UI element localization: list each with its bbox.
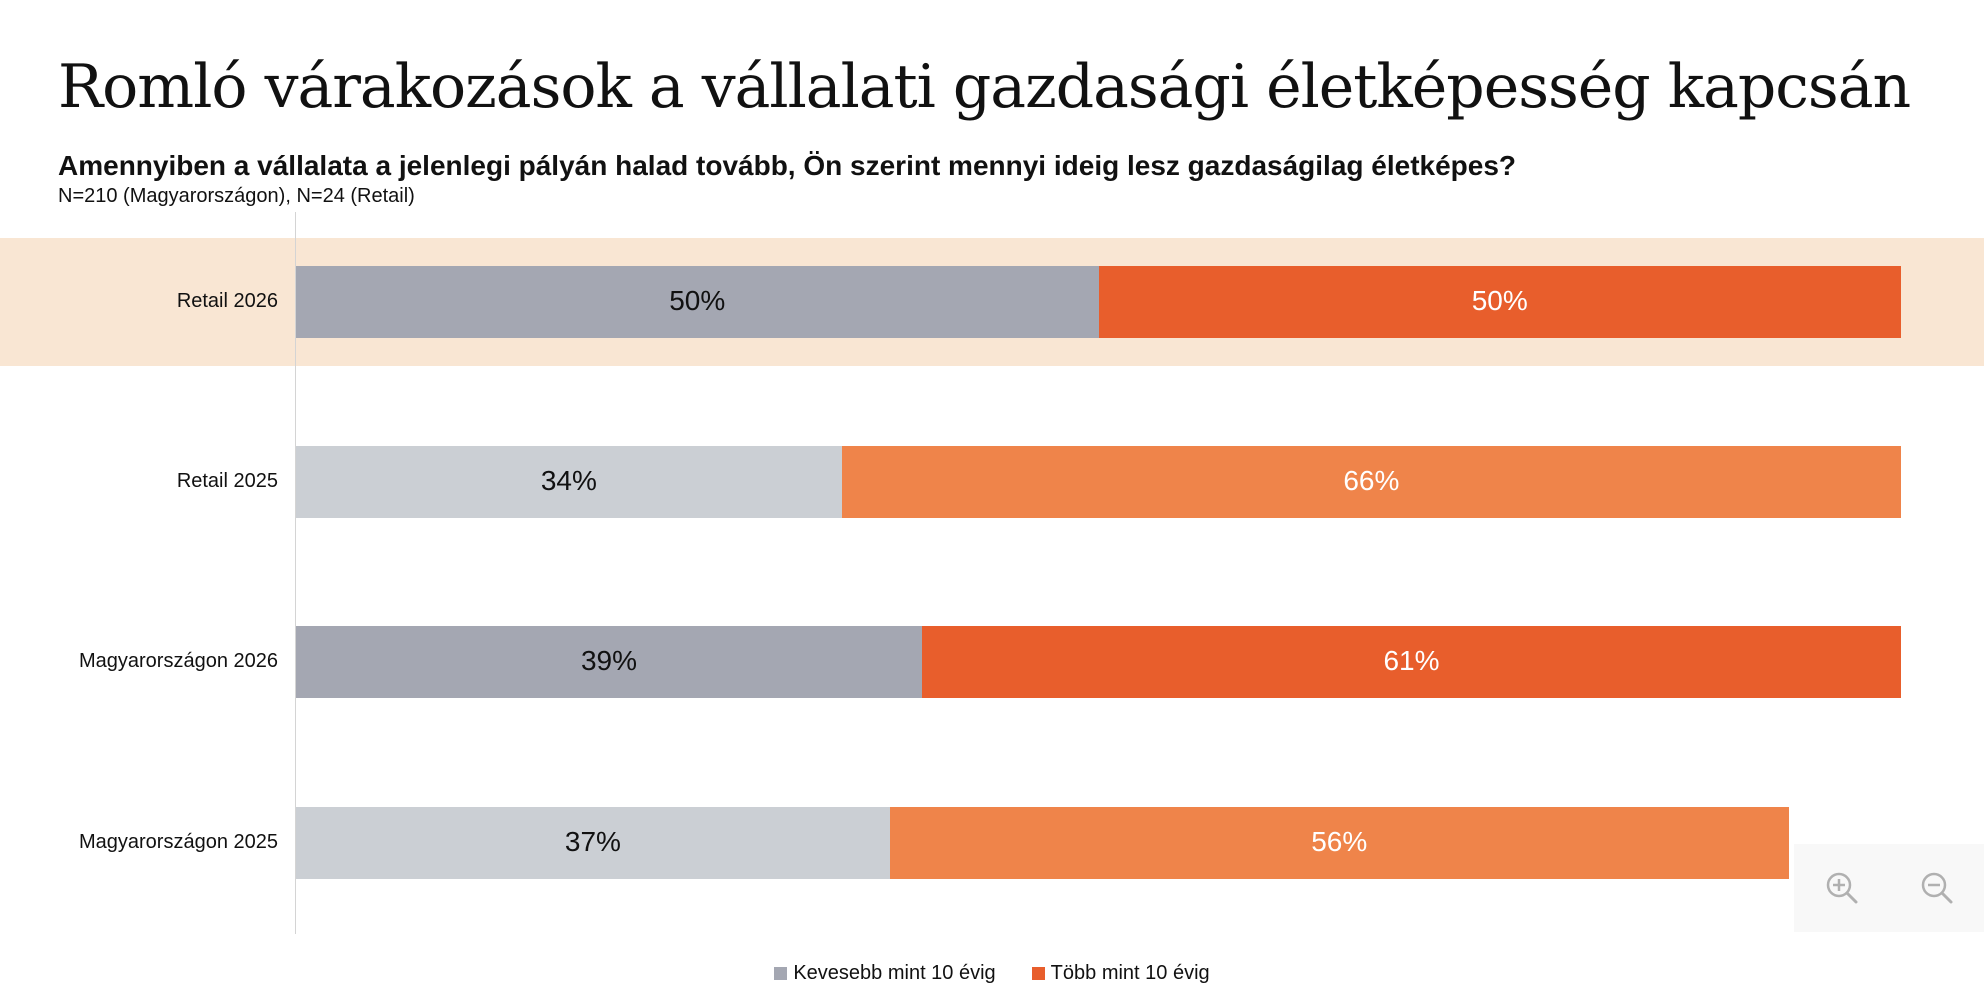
bar-segment-more-than-10[interactable]: [921, 626, 1901, 698]
data-label: 61%: [1383, 645, 1440, 676]
bar-segment-more-than-10[interactable]: [841, 446, 1901, 518]
data-label: 50%: [669, 285, 726, 316]
category-label: Retail 2025: [176, 470, 278, 492]
data-label: 39%: [580, 645, 637, 676]
legend-label-more-than-10: Több mint 10 évig: [1050, 962, 1210, 984]
zoom-controls: [1794, 844, 1984, 932]
legend-swatch-more-than-10: [1031, 967, 1045, 980]
chart-subtitle: Amennyiben a vállalata a jelenlegi pályá…: [58, 150, 1517, 181]
bar-segment-less-than-10[interactable]: [296, 266, 1099, 338]
data-label: 37%: [564, 826, 621, 857]
category-label: Magyarországon 2025: [78, 831, 278, 853]
sample-note: N=210 (Magyarországon), N=24 (Retail): [58, 185, 415, 207]
bar-segment-more-than-10[interactable]: [1098, 266, 1901, 338]
chart-legend: Kevesebb mint 10 évig Több mint 10 évig: [0, 962, 1984, 985]
legend-item-more-than-10[interactable]: Több mint 10 évig: [1031, 962, 1210, 985]
legend-item-less-than-10[interactable]: Kevesebb mint 10 évig: [774, 962, 996, 985]
bar-segment-less-than-10[interactable]: [296, 807, 890, 879]
category-label: Magyarországon 2026: [78, 650, 278, 672]
data-label: 34%: [540, 465, 597, 496]
bar-segment-less-than-10[interactable]: [296, 446, 842, 518]
data-label: 50%: [1471, 285, 1528, 316]
page-title: Romló várakozások a vállalati gazdasági …: [58, 52, 1911, 122]
bar-segment-more-than-10[interactable]: [889, 807, 1789, 879]
data-label: 66%: [1343, 465, 1400, 496]
zoom-out-icon[interactable]: [1917, 868, 1957, 908]
category-axis-line: [295, 212, 296, 934]
legend-label-less-than-10: Kevesebb mint 10 évig: [793, 962, 996, 984]
bar-segment-less-than-10[interactable]: [296, 626, 922, 698]
data-label: 56%: [1311, 826, 1368, 857]
zoom-in-icon[interactable]: [1822, 868, 1862, 908]
category-label: Retail 2026: [176, 290, 278, 312]
legend-swatch-less-than-10: [774, 967, 788, 980]
